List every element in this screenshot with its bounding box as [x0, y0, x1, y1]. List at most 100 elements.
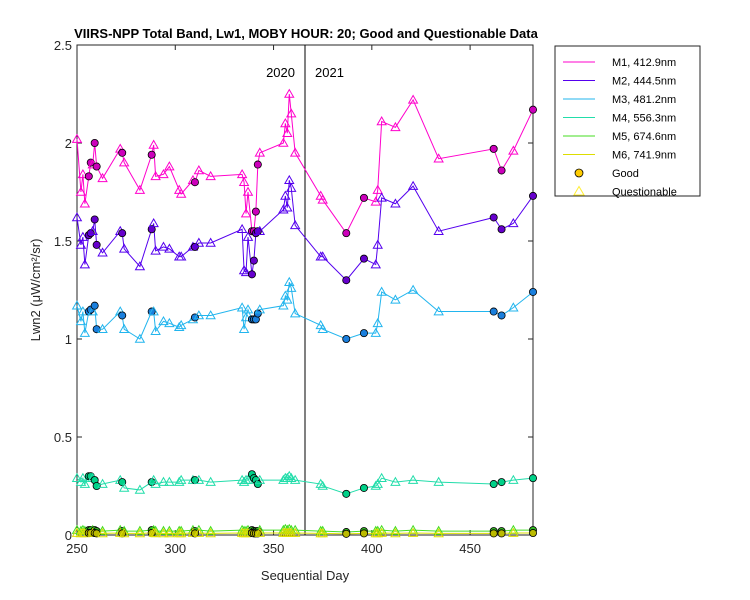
good-point — [342, 489, 351, 498]
questionable-point — [118, 482, 130, 492]
questionable-point — [289, 308, 301, 318]
questionable-point — [118, 528, 130, 538]
questionable-point — [278, 137, 289, 147]
questionable-point — [278, 300, 289, 310]
questionable-point — [158, 241, 169, 251]
good-point — [118, 148, 127, 157]
questionable-point — [175, 319, 187, 330]
good-point — [84, 172, 93, 181]
questionable-point — [254, 225, 266, 235]
questionable-point — [284, 276, 295, 286]
good-point — [118, 311, 127, 320]
good-point — [253, 480, 262, 489]
questionable-point — [175, 188, 187, 198]
questionable-point — [236, 223, 248, 234]
questionable-point — [508, 302, 519, 312]
questionable-point — [87, 306, 98, 316]
legend-label-6: M6, 741.9nm — [612, 150, 676, 162]
questionable-point — [317, 323, 328, 333]
good-point — [147, 225, 156, 234]
questionable-point — [376, 116, 387, 126]
good-point — [253, 160, 262, 169]
questionable-point — [407, 284, 419, 294]
questionable-point — [242, 186, 254, 196]
questionable-point — [317, 528, 328, 538]
good-point — [489, 213, 498, 222]
questionable-point — [150, 528, 161, 538]
good-point — [249, 256, 258, 265]
good-point — [190, 242, 199, 251]
y-tick-label: 2 — [65, 136, 72, 151]
questionable-point — [282, 202, 293, 212]
good-point — [359, 483, 368, 492]
x-tick-label: 450 — [459, 541, 481, 556]
series-6 — [71, 527, 538, 538]
questionable-point — [134, 184, 146, 194]
questionable-point — [284, 174, 295, 185]
questionable-point — [134, 333, 146, 343]
questionable-point — [150, 245, 161, 255]
questionable-point — [254, 474, 266, 484]
questionable-point — [254, 304, 266, 314]
questionable-point — [158, 476, 169, 486]
questionable-point — [97, 528, 108, 538]
good-point — [497, 529, 506, 538]
legend-questionable-label: Questionable — [612, 187, 677, 199]
questionable-point — [372, 317, 383, 328]
good-point — [92, 529, 101, 538]
questionable-point — [282, 127, 293, 137]
questionable-point — [175, 525, 187, 535]
questionable-point — [71, 133, 83, 143]
good-point — [342, 334, 351, 343]
questionable-point — [97, 247, 108, 257]
questionable-point — [97, 172, 108, 183]
good-point — [529, 191, 538, 200]
legend-label-4: M4, 556.3nm — [612, 113, 676, 125]
year-divider: 2020 2021 — [266, 45, 344, 535]
questionable-point — [372, 525, 383, 535]
questionable-point — [433, 476, 444, 486]
questionable-point — [175, 528, 187, 538]
series-1 — [71, 88, 538, 238]
questionable-point — [193, 165, 205, 175]
questionable-point — [289, 527, 301, 537]
good-point — [497, 225, 506, 234]
year-label-2020: 2020 — [266, 65, 295, 80]
questionable-point — [164, 525, 175, 535]
good-point — [147, 150, 156, 159]
questionable-point — [242, 304, 254, 314]
questionable-point — [433, 528, 444, 538]
questionable-point — [87, 225, 98, 235]
questionable-point — [370, 259, 382, 269]
questionable-point — [205, 237, 216, 247]
questionable-point — [134, 525, 146, 535]
questionable-point — [193, 474, 205, 484]
good-point — [90, 301, 99, 310]
questionable-point — [238, 264, 250, 275]
questionable-point — [372, 478, 383, 488]
series-3 — [71, 276, 538, 343]
x-tick-label: 300 — [164, 541, 186, 556]
questionable-point — [79, 327, 91, 337]
questionable-point — [75, 239, 87, 249]
questionable-point — [433, 225, 444, 235]
data-series — [71, 88, 538, 538]
questionable-point — [205, 170, 216, 181]
questionable-point — [284, 88, 295, 98]
good-point — [342, 276, 351, 285]
good-point — [529, 529, 538, 538]
questionable-point — [317, 194, 328, 204]
questionable-point — [317, 525, 328, 535]
questionable-point — [77, 168, 89, 179]
questionable-point — [205, 528, 216, 538]
questionable-point — [236, 302, 248, 312]
questionable-point — [79, 259, 91, 269]
questionable-point — [433, 525, 444, 535]
series-2 — [71, 174, 538, 285]
good-point — [342, 229, 351, 238]
chart-title: VIIRS-NPP Total Band, Lw1, MOBY HOUR: 20… — [74, 26, 538, 41]
good-point — [92, 325, 101, 334]
good-point — [92, 162, 101, 171]
good-point — [251, 207, 260, 216]
